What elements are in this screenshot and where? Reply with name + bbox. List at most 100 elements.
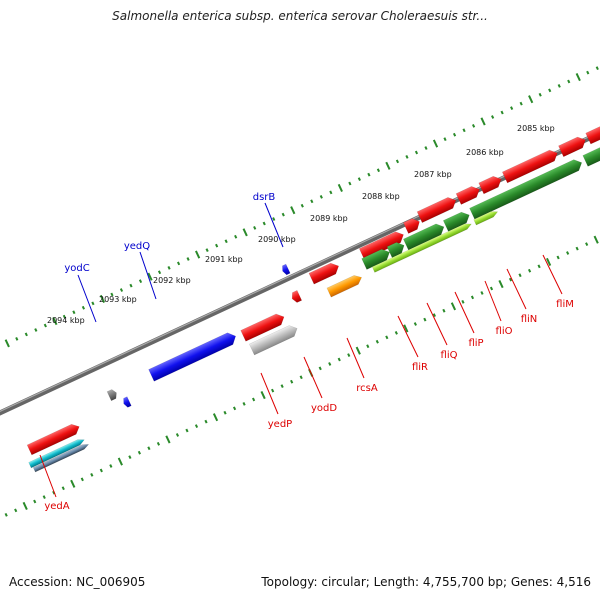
gene-label-yedP: yedP: [268, 419, 292, 430]
ruler-tick-mark: [137, 450, 141, 455]
ruler-tick-mark: [310, 199, 314, 204]
ruler-tick-mark: [538, 92, 542, 97]
ruler-tick-mark: [156, 441, 161, 446]
ruler-tick-mark: [480, 291, 484, 295]
ruler-tick-mark: [593, 235, 599, 244]
gene-leader-line-fliR: [397, 315, 419, 358]
ruler-tick-mark: [329, 190, 333, 195]
ruler-tick-mark: [99, 468, 103, 473]
page-title: Salmonella enterica subsp. enterica sero…: [112, 9, 488, 23]
ruler-tick-mark: [491, 115, 495, 119]
ruler-tick-mark: [376, 168, 380, 173]
ruler-tick-mark: [260, 390, 266, 400]
ruler-tick-mark: [403, 324, 409, 333]
ruler-tick-mark: [585, 242, 589, 247]
gene-arrow-3: [32, 444, 90, 473]
gene-arrow-23: [403, 223, 445, 251]
ruler-tick-mark: [586, 70, 590, 75]
ruler-tick-mark: [14, 508, 18, 513]
ruler-tick-mark: [405, 155, 409, 159]
ruler-tick-mark: [489, 286, 494, 291]
ruler-tick-mark: [252, 397, 256, 402]
ruler-tick-mark: [328, 362, 332, 366]
gene-label-yedQ: yedQ: [124, 241, 150, 252]
ruler-tick-mark: [450, 302, 457, 311]
gene-arrow-25: [469, 159, 583, 220]
gene-arrow-14: [403, 218, 420, 234]
ruler-tick-mark: [234, 234, 238, 239]
ruler-tick-mark: [165, 435, 171, 444]
ruler-tick-mark: [157, 270, 162, 275]
ruler-kbp-label: 2088 kbp: [362, 192, 400, 201]
ruler-tick-mark: [567, 79, 571, 84]
ruler-tick-mark: [175, 433, 180, 437]
ruler-tick-mark: [205, 248, 209, 252]
accession-text: Accession: NC_006905: [9, 575, 146, 589]
ruler-tick-mark: [215, 243, 219, 248]
gene-label-fliP: fliP: [468, 338, 483, 349]
ruler-tick-mark: [176, 261, 181, 266]
ruler-tick-mark: [424, 146, 428, 150]
gene-leader-line-fliO: [484, 280, 502, 322]
ruler-tick-mark: [4, 339, 10, 348]
gene-label-rcsA: rcsA: [356, 383, 378, 394]
ruler-tick-mark: [167, 265, 171, 270]
ruler-tick-mark: [186, 257, 190, 261]
ruler-tick-mark: [498, 280, 504, 289]
ruler-tick-mark: [72, 310, 76, 315]
ruler-tick-mark: [24, 332, 28, 337]
ruler-tick-mark: [462, 128, 466, 133]
ruler-tick-mark: [575, 246, 579, 251]
ruler-tick-mark: [385, 161, 391, 170]
ruler-tick-mark: [147, 272, 153, 281]
upper-ruler-track: [4, 66, 599, 348]
ruler-tick-mark: [253, 226, 257, 230]
ruler-tick-mark: [527, 268, 532, 273]
gene-leader-line-yodC: [77, 274, 97, 323]
ruler-tick-mark: [271, 388, 275, 393]
ruler-kbp-label: 2093 kbp: [99, 295, 137, 304]
gene-arrow-12: [326, 275, 362, 298]
ruler-tick-mark: [15, 336, 19, 341]
ruler-tick-mark: [80, 477, 84, 482]
ruler-tick-mark: [461, 299, 465, 304]
gene-arrow-29: [473, 211, 499, 226]
ruler-tick-mark: [413, 322, 417, 326]
gene-arrow-8: [248, 325, 298, 356]
gene-arrow-22: [386, 242, 405, 258]
ruler-tick-mark: [519, 101, 523, 106]
ruler-tick-mark: [432, 313, 436, 318]
ruler-tick-mark: [337, 183, 343, 193]
ruler-tick-mark: [300, 203, 304, 208]
ruler-tick-mark: [432, 139, 439, 148]
gene-arrow-11: [308, 262, 339, 285]
gene-arrow-6: [148, 332, 236, 382]
gene-leader-line-dsrB: [264, 202, 284, 248]
ruler-tick-mark: [471, 123, 476, 128]
ruler-tick-mark: [22, 501, 28, 511]
gene-arrow-26: [582, 145, 600, 167]
gene-arrow-1: [26, 423, 80, 456]
ruler-kbp-label: 2089 kbp: [310, 214, 348, 223]
ruler-tick-mark: [138, 279, 143, 284]
gene-leader-line-fliM: [542, 254, 563, 295]
ruler-tick-mark: [518, 273, 522, 278]
ruler-tick-mark: [528, 95, 534, 104]
ruler-tick-mark: [375, 339, 379, 344]
gene-arrow-10: [291, 290, 303, 303]
ruler-kbp-label: 2091 kbp: [205, 255, 243, 264]
ruler-tick-mark: [91, 301, 95, 306]
gene-label-fliR: fliR: [412, 362, 428, 373]
gene-arrow-13: [358, 231, 404, 260]
gene-arrow-4: [106, 389, 117, 402]
ruler-tick-mark: [99, 294, 106, 303]
gene-label-dsrB: dsrB: [253, 192, 276, 203]
gene-arrow-15: [416, 197, 457, 223]
gene-arrow-16: [455, 186, 480, 205]
ruler-kbp-label: 2085 kbp: [517, 124, 555, 133]
ruler-tick-mark: [42, 495, 46, 499]
ruler-tick-mark: [423, 317, 427, 322]
ruler-tick-mark: [62, 314, 66, 319]
ruler-tick-mark: [61, 486, 65, 491]
